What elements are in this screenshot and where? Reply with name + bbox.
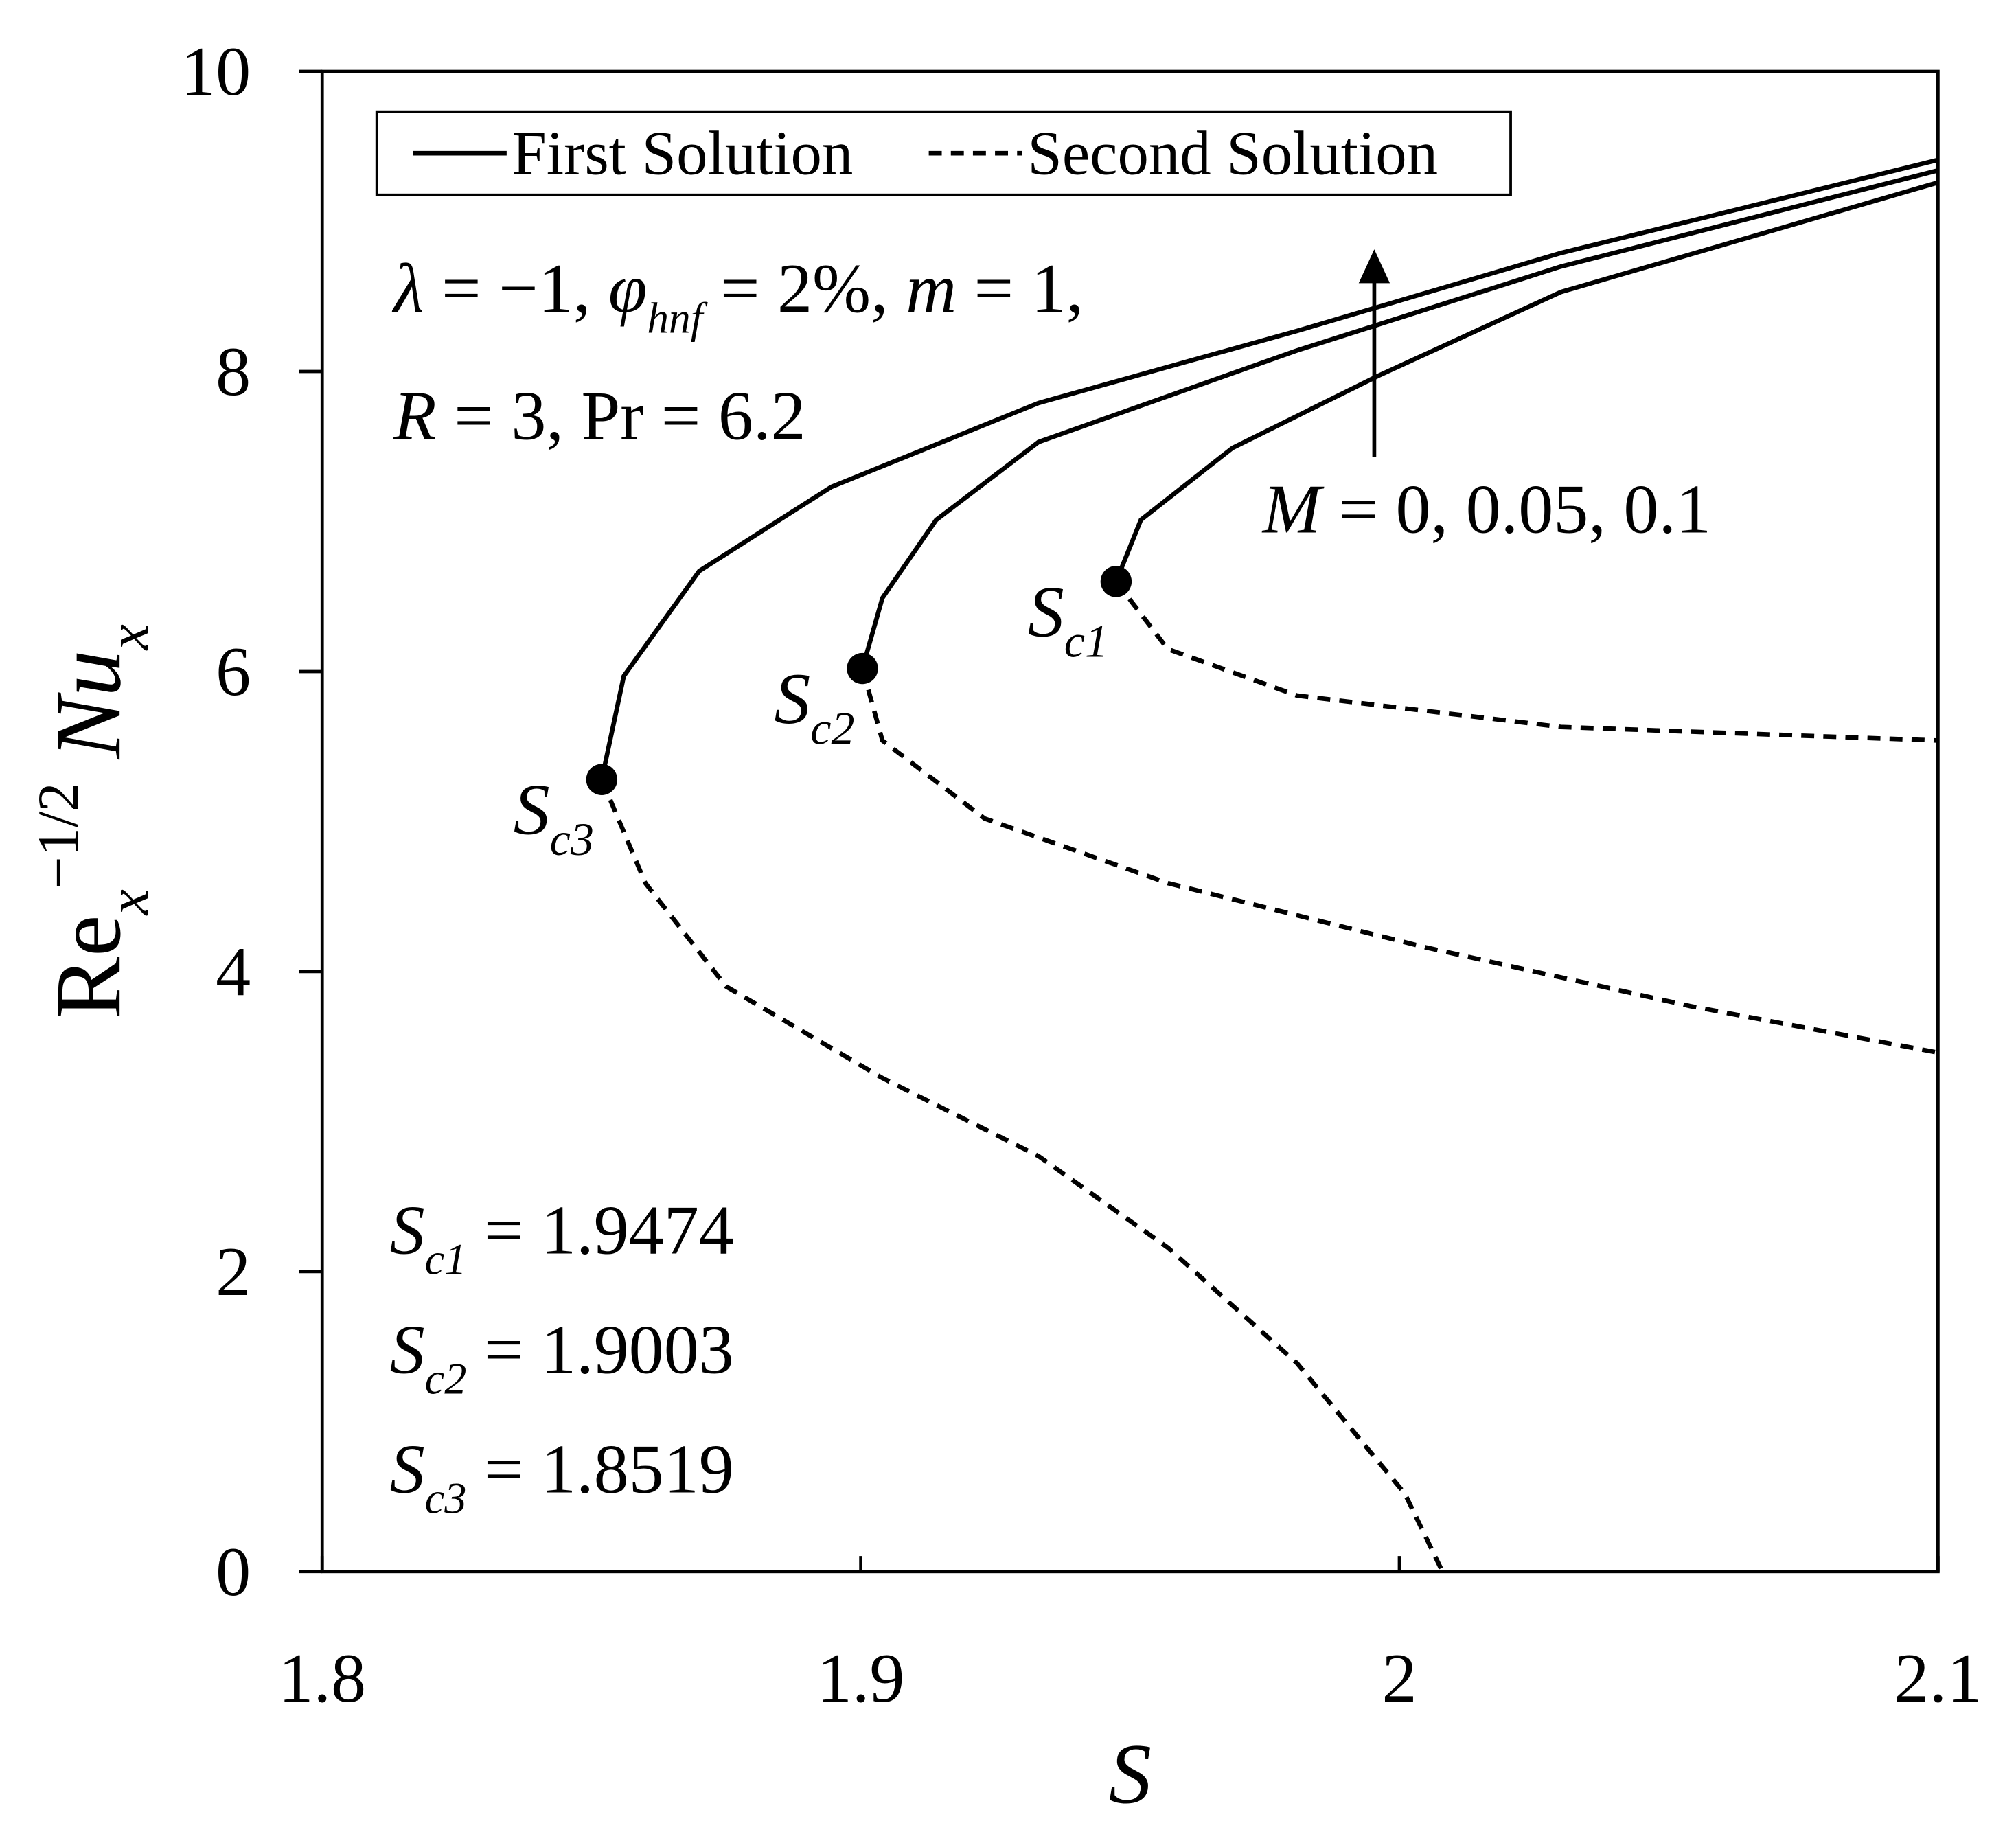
rich-text: Rex−1/2 Nux [27, 624, 161, 1019]
text-part: 1.9474 [541, 1191, 734, 1269]
text-part: S [390, 1311, 425, 1388]
text-part: R [393, 377, 436, 455]
text-part: c1 [425, 1235, 467, 1284]
critical-value: Sc2 = 1.9003 [390, 1311, 734, 1403]
text-part: c1 [1064, 615, 1108, 667]
text-part: c3 [425, 1474, 467, 1523]
text-part: S [390, 1430, 425, 1508]
text-part: = −1, [424, 250, 608, 328]
text-part: = 2%, [702, 250, 906, 328]
series-line [599, 779, 1445, 1573]
text-part: hnf [647, 295, 707, 343]
y-tick-label: 4 [216, 933, 251, 1011]
text-part: Re [37, 915, 140, 1019]
text-part: λ [391, 250, 424, 328]
series-line [599, 157, 1939, 781]
text-part: 1.8519 [541, 1430, 734, 1508]
rich-text: R = 3, Pr = 6.2 [393, 377, 805, 455]
legend-label: First Solution [512, 118, 853, 187]
critical-point [1100, 566, 1132, 597]
text-part: S [774, 658, 810, 739]
x-tick-label: 1.8 [278, 1640, 366, 1717]
y-tick-label: 10 [181, 33, 251, 111]
critical-point [586, 764, 618, 795]
critical-point [847, 652, 878, 685]
arrow-head [1358, 249, 1390, 284]
text-part: 1.9003 [541, 1311, 734, 1388]
text-part: M [1261, 471, 1325, 549]
text-part: = [466, 1311, 541, 1388]
text-part: = 0, 0.05, 0.1 [1321, 471, 1711, 549]
series-line [860, 168, 1939, 669]
text-part: φ [608, 250, 648, 328]
x-tick-label: 1.9 [817, 1640, 905, 1717]
text-part: c2 [425, 1355, 467, 1404]
text-part: = [466, 1191, 541, 1269]
text-part: c3 [550, 813, 594, 865]
series-line [860, 667, 1938, 1055]
rich-text: S [1109, 1728, 1152, 1821]
text-part: = [466, 1430, 541, 1508]
critical-value: Sc3 = 1.8519 [390, 1430, 734, 1522]
text-part: = 3, Pr = 6.2 [437, 377, 806, 455]
x-tick-label: 2.1 [1894, 1640, 1982, 1717]
y-tick-label: 0 [216, 1533, 251, 1611]
y-tick-label: 8 [216, 333, 251, 411]
y-tick-label: 6 [216, 633, 251, 711]
plot-frame [320, 69, 1940, 1574]
text-part: S [1109, 1728, 1152, 1821]
text-part: c2 [810, 702, 854, 754]
legend-box [375, 110, 1512, 196]
rich-text: M = 0, 0.05, 0.1 [1261, 471, 1711, 549]
text-part: S [390, 1191, 425, 1269]
text-part: = 1, [957, 250, 1084, 328]
text-part: S [1028, 571, 1064, 652]
y-tick-label: 2 [216, 1233, 251, 1311]
text-part: −1/2 [27, 783, 91, 890]
text-part: Nu [37, 650, 140, 783]
text-part: x [97, 624, 161, 651]
legend-label: Second Solution [1027, 118, 1438, 187]
text-part: x [97, 889, 161, 916]
point-label: Sc2 [774, 658, 854, 754]
text-part: S [514, 770, 550, 850]
x-tick-label: 2 [1382, 1640, 1417, 1717]
point-label: Sc1 [1028, 571, 1108, 667]
text-part: m [906, 250, 957, 328]
series-line [1114, 180, 1939, 583]
series-line [1114, 580, 1938, 743]
point-label: Sc3 [514, 770, 594, 865]
rich-text: λ = −1, φhnf = 2%, m = 1, [391, 250, 1084, 343]
critical-value: Sc1 = 1.9474 [390, 1191, 734, 1283]
